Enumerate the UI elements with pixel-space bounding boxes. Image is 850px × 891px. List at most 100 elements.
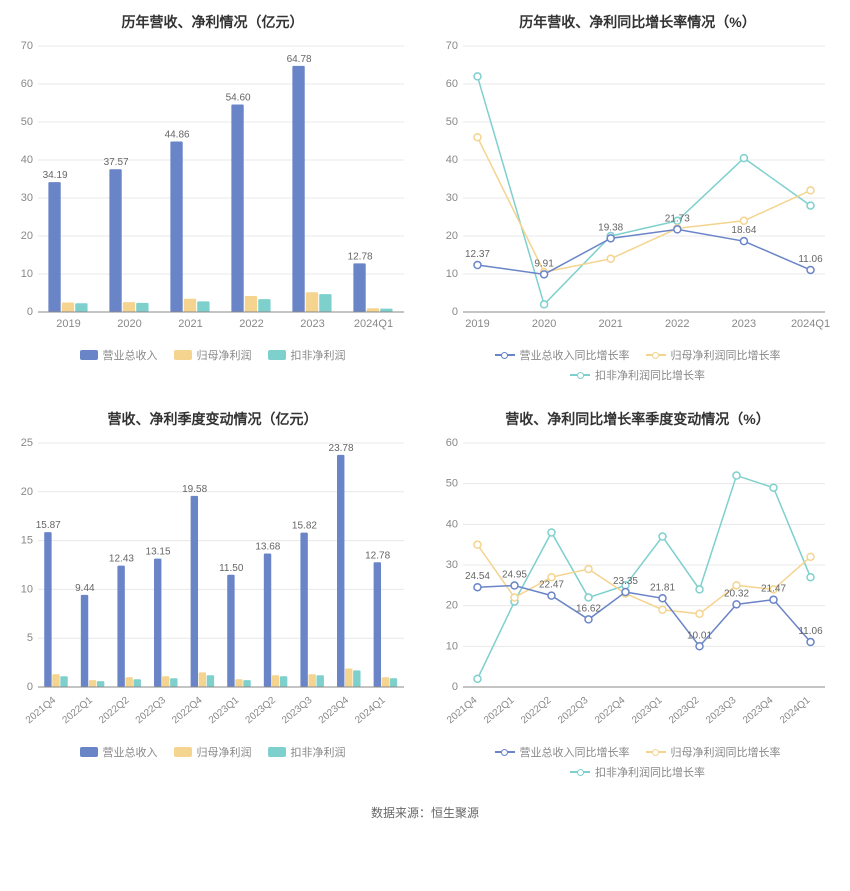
svg-text:60: 60 — [446, 78, 458, 90]
legend: 营业总收入同比增长率归母净利润同比增长率扣非净利润同比增长率 — [429, 738, 846, 790]
svg-text:23.78: 23.78 — [329, 443, 354, 454]
legend-item: 归母净利润 — [174, 347, 252, 363]
svg-text:2023Q3: 2023Q3 — [704, 695, 739, 727]
chart-title: 历年营收、净利情况（亿元） — [4, 4, 421, 36]
svg-text:18.64: 18.64 — [731, 225, 756, 236]
data-source-note: 数据来源：恒生聚源 — [0, 794, 850, 835]
line-chart-quarterly-growth: 01020304050602021Q42022Q12022Q22022Q3202… — [429, 433, 846, 738]
svg-text:19.38: 19.38 — [598, 222, 623, 233]
bar-chart-quarterly: 051015202515.872021Q49.442022Q112.432022… — [4, 433, 421, 738]
svg-text:10: 10 — [21, 583, 33, 595]
svg-text:2024Q1: 2024Q1 — [778, 695, 813, 727]
svg-text:2020: 2020 — [532, 318, 556, 330]
svg-text:2023Q1: 2023Q1 — [207, 695, 242, 727]
svg-text:20.32: 20.32 — [724, 588, 749, 599]
svg-text:2022Q1: 2022Q1 — [60, 695, 95, 727]
chart-title: 历年营收、净利同比增长率情况（%） — [429, 4, 846, 36]
svg-text:2021: 2021 — [598, 318, 622, 330]
svg-text:2023Q4: 2023Q4 — [317, 695, 352, 727]
svg-text:21.47: 21.47 — [761, 584, 786, 595]
svg-text:12.78: 12.78 — [365, 550, 390, 561]
svg-text:20: 20 — [446, 230, 458, 242]
svg-text:9.44: 9.44 — [75, 583, 95, 594]
svg-text:24.95: 24.95 — [502, 570, 527, 581]
svg-text:16.62: 16.62 — [576, 603, 601, 614]
legend-item: 营业总收入 — [80, 347, 158, 363]
svg-text:5: 5 — [27, 632, 33, 644]
svg-text:2024Q1: 2024Q1 — [353, 695, 388, 727]
legend-item: 扣非净利润同比增长率 — [570, 367, 705, 383]
svg-text:2022Q4: 2022Q4 — [170, 695, 205, 727]
svg-text:10: 10 — [21, 268, 33, 280]
svg-text:2022Q2: 2022Q2 — [97, 695, 132, 727]
svg-text:2021: 2021 — [178, 318, 202, 330]
chart-title: 营收、净利同比增长率季度变动情况（%） — [429, 401, 846, 433]
svg-text:10: 10 — [446, 268, 458, 280]
legend-item: 营业总收入同比增长率 — [495, 744, 630, 760]
svg-text:20: 20 — [21, 230, 33, 242]
svg-text:2019: 2019 — [56, 318, 80, 330]
svg-text:11.50: 11.50 — [219, 563, 244, 574]
svg-text:20: 20 — [446, 600, 458, 612]
dashboard-grid: 历年营收、净利情况（亿元） 01020304050607034.19201937… — [0, 0, 850, 794]
svg-text:25: 25 — [21, 437, 33, 449]
svg-text:11.06: 11.06 — [798, 626, 823, 637]
legend-item: 归母净利润 — [174, 744, 252, 760]
svg-text:40: 40 — [446, 154, 458, 166]
svg-text:2023: 2023 — [300, 318, 324, 330]
svg-text:54.60: 54.60 — [226, 93, 251, 104]
svg-text:40: 40 — [21, 154, 33, 166]
svg-text:2021Q4: 2021Q4 — [24, 695, 59, 727]
svg-text:0: 0 — [452, 681, 458, 693]
svg-text:15.87: 15.87 — [36, 520, 61, 531]
svg-text:2023Q4: 2023Q4 — [741, 695, 776, 727]
legend-item: 归母净利润同比增长率 — [646, 744, 781, 760]
svg-text:2023Q2: 2023Q2 — [667, 695, 702, 727]
svg-text:40: 40 — [446, 518, 458, 530]
svg-text:2022Q3: 2022Q3 — [134, 695, 169, 727]
svg-text:44.86: 44.86 — [165, 130, 190, 141]
svg-text:34.19: 34.19 — [43, 170, 68, 181]
panel-quarterly-growth: 营收、净利同比增长率季度变动情况（%） 01020304050602021Q42… — [429, 401, 846, 790]
svg-text:13.15: 13.15 — [146, 547, 171, 558]
svg-text:2023Q1: 2023Q1 — [630, 695, 665, 727]
svg-text:12.37: 12.37 — [465, 249, 490, 260]
svg-text:23.35: 23.35 — [613, 576, 638, 587]
svg-text:21.81: 21.81 — [650, 582, 675, 593]
svg-text:2023: 2023 — [732, 318, 756, 330]
svg-text:21.73: 21.73 — [665, 213, 690, 224]
legend-item: 归母净利润同比增长率 — [646, 347, 781, 363]
svg-text:37.57: 37.57 — [104, 157, 129, 168]
svg-text:10: 10 — [446, 640, 458, 652]
svg-text:15.82: 15.82 — [292, 521, 317, 532]
panel-annual-growth: 历年营收、净利同比增长率情况（%） 0102030405060702019202… — [429, 4, 846, 393]
svg-text:9.91: 9.91 — [534, 258, 554, 269]
svg-text:15: 15 — [21, 535, 33, 547]
svg-text:13.68: 13.68 — [255, 541, 280, 552]
svg-text:22.47: 22.47 — [539, 580, 564, 591]
svg-text:30: 30 — [446, 559, 458, 571]
svg-text:2022Q1: 2022Q1 — [482, 695, 517, 727]
svg-text:2020: 2020 — [117, 318, 141, 330]
svg-text:11.06: 11.06 — [798, 254, 823, 265]
svg-text:64.78: 64.78 — [287, 54, 312, 65]
chart-title: 营收、净利季度变动情况（亿元） — [4, 401, 421, 433]
svg-text:2022Q4: 2022Q4 — [593, 695, 628, 727]
legend: 营业总收入归母净利润扣非净利润 — [4, 341, 421, 373]
legend-item: 营业总收入 — [80, 744, 158, 760]
svg-text:60: 60 — [21, 78, 33, 90]
legend: 营业总收入归母净利润扣非净利润 — [4, 738, 421, 770]
svg-text:2024Q1: 2024Q1 — [354, 318, 393, 330]
svg-text:0: 0 — [27, 681, 33, 693]
legend: 营业总收入同比增长率归母净利润同比增长率扣非净利润同比增长率 — [429, 341, 846, 393]
legend-item: 扣非净利润同比增长率 — [570, 764, 705, 780]
svg-text:50: 50 — [446, 116, 458, 128]
svg-text:10.01: 10.01 — [687, 630, 712, 641]
legend-item: 扣非净利润 — [268, 744, 346, 760]
svg-text:24.54: 24.54 — [465, 571, 490, 582]
svg-text:2022: 2022 — [665, 318, 689, 330]
svg-text:2024Q1: 2024Q1 — [791, 318, 830, 330]
svg-text:12.43: 12.43 — [109, 554, 134, 565]
svg-text:2022Q2: 2022Q2 — [519, 695, 554, 727]
svg-text:0: 0 — [452, 306, 458, 318]
